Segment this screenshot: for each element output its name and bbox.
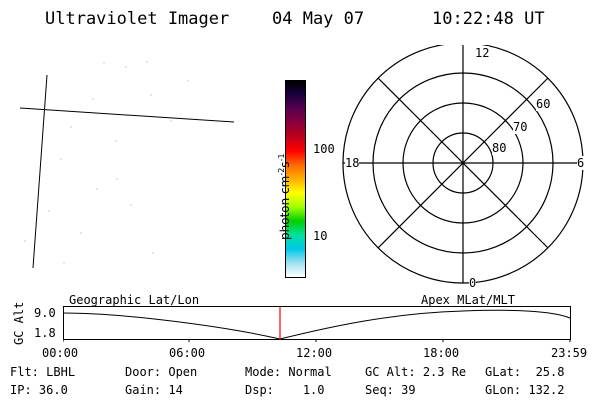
- mode-status: Mode: Normal: [245, 365, 332, 379]
- observation-date: 04 May 07: [272, 9, 365, 29]
- time-tick-0000: 00:00: [42, 346, 79, 360]
- mlt-label-18: 18: [345, 156, 360, 170]
- dsp-status: Dsp: 1.0: [245, 383, 325, 397]
- lat-label-70: 70: [513, 120, 528, 134]
- door-status: Door: Open: [125, 365, 198, 379]
- colorbar-tick-10: 10: [313, 229, 328, 243]
- ephemeris-ylabel: GC Alt: [12, 301, 26, 345]
- geographic-lat-lon-title: Geographic Lat/Lon: [69, 293, 200, 307]
- altitude-plot-frame: [63, 306, 571, 340]
- uv-image-pixels: [24, 61, 189, 264]
- lat-label-80: 80: [492, 141, 507, 155]
- ephemeris-ytick-max: 9.0: [34, 306, 56, 320]
- polar-rings: [342, 45, 584, 284]
- instrument-title: Ultraviolet Imager: [45, 9, 230, 29]
- filter-status: Flt: LBHL: [10, 365, 76, 379]
- altitude-plot-ticks: [63, 340, 571, 342]
- gc-altitude-status: GC Alt: 2.3 Re: [365, 365, 467, 379]
- altitude-curve: [63, 309, 571, 340]
- time-tick-2359: 23:59: [551, 346, 588, 360]
- observation-time: 10:22:48 UT: [432, 9, 545, 29]
- polar-mlt-dial: [342, 45, 584, 284]
- gain-status: Gain: 14: [125, 383, 183, 397]
- mlt-label-12: 12: [475, 46, 490, 60]
- colorbar-tick-100: 100: [313, 142, 335, 156]
- time-tick-1200: 12:00: [296, 346, 333, 360]
- geographic-grid-lines: [19, 74, 235, 269]
- ip-status: IP: 36.0: [10, 383, 68, 397]
- geographic-longitude: GLon: 132.2: [485, 383, 565, 397]
- colorbar-gradient: [286, 81, 305, 277]
- colorbar-unit-label: photon cm-2s-1: [277, 153, 292, 240]
- lat-label-60: 60: [536, 97, 551, 111]
- ephemeris-ytick-min: 1.8: [34, 326, 56, 340]
- time-tick-1800: 18:00: [423, 346, 460, 360]
- mlt-diagonal-2: [377, 77, 549, 249]
- geographic-latitude: GLat: 25.8: [485, 365, 565, 379]
- apex-mlat-mlt-title: Apex MLat/MLT: [421, 293, 515, 307]
- sequence-status: Seq: 39: [365, 383, 416, 397]
- altitude-plot: [63, 306, 571, 342]
- intensity-colorbar: [285, 80, 306, 278]
- time-tick-0600: 06:00: [169, 346, 206, 360]
- mlt-label-0: 0: [469, 276, 477, 290]
- mlt-label-6: 6: [577, 156, 585, 170]
